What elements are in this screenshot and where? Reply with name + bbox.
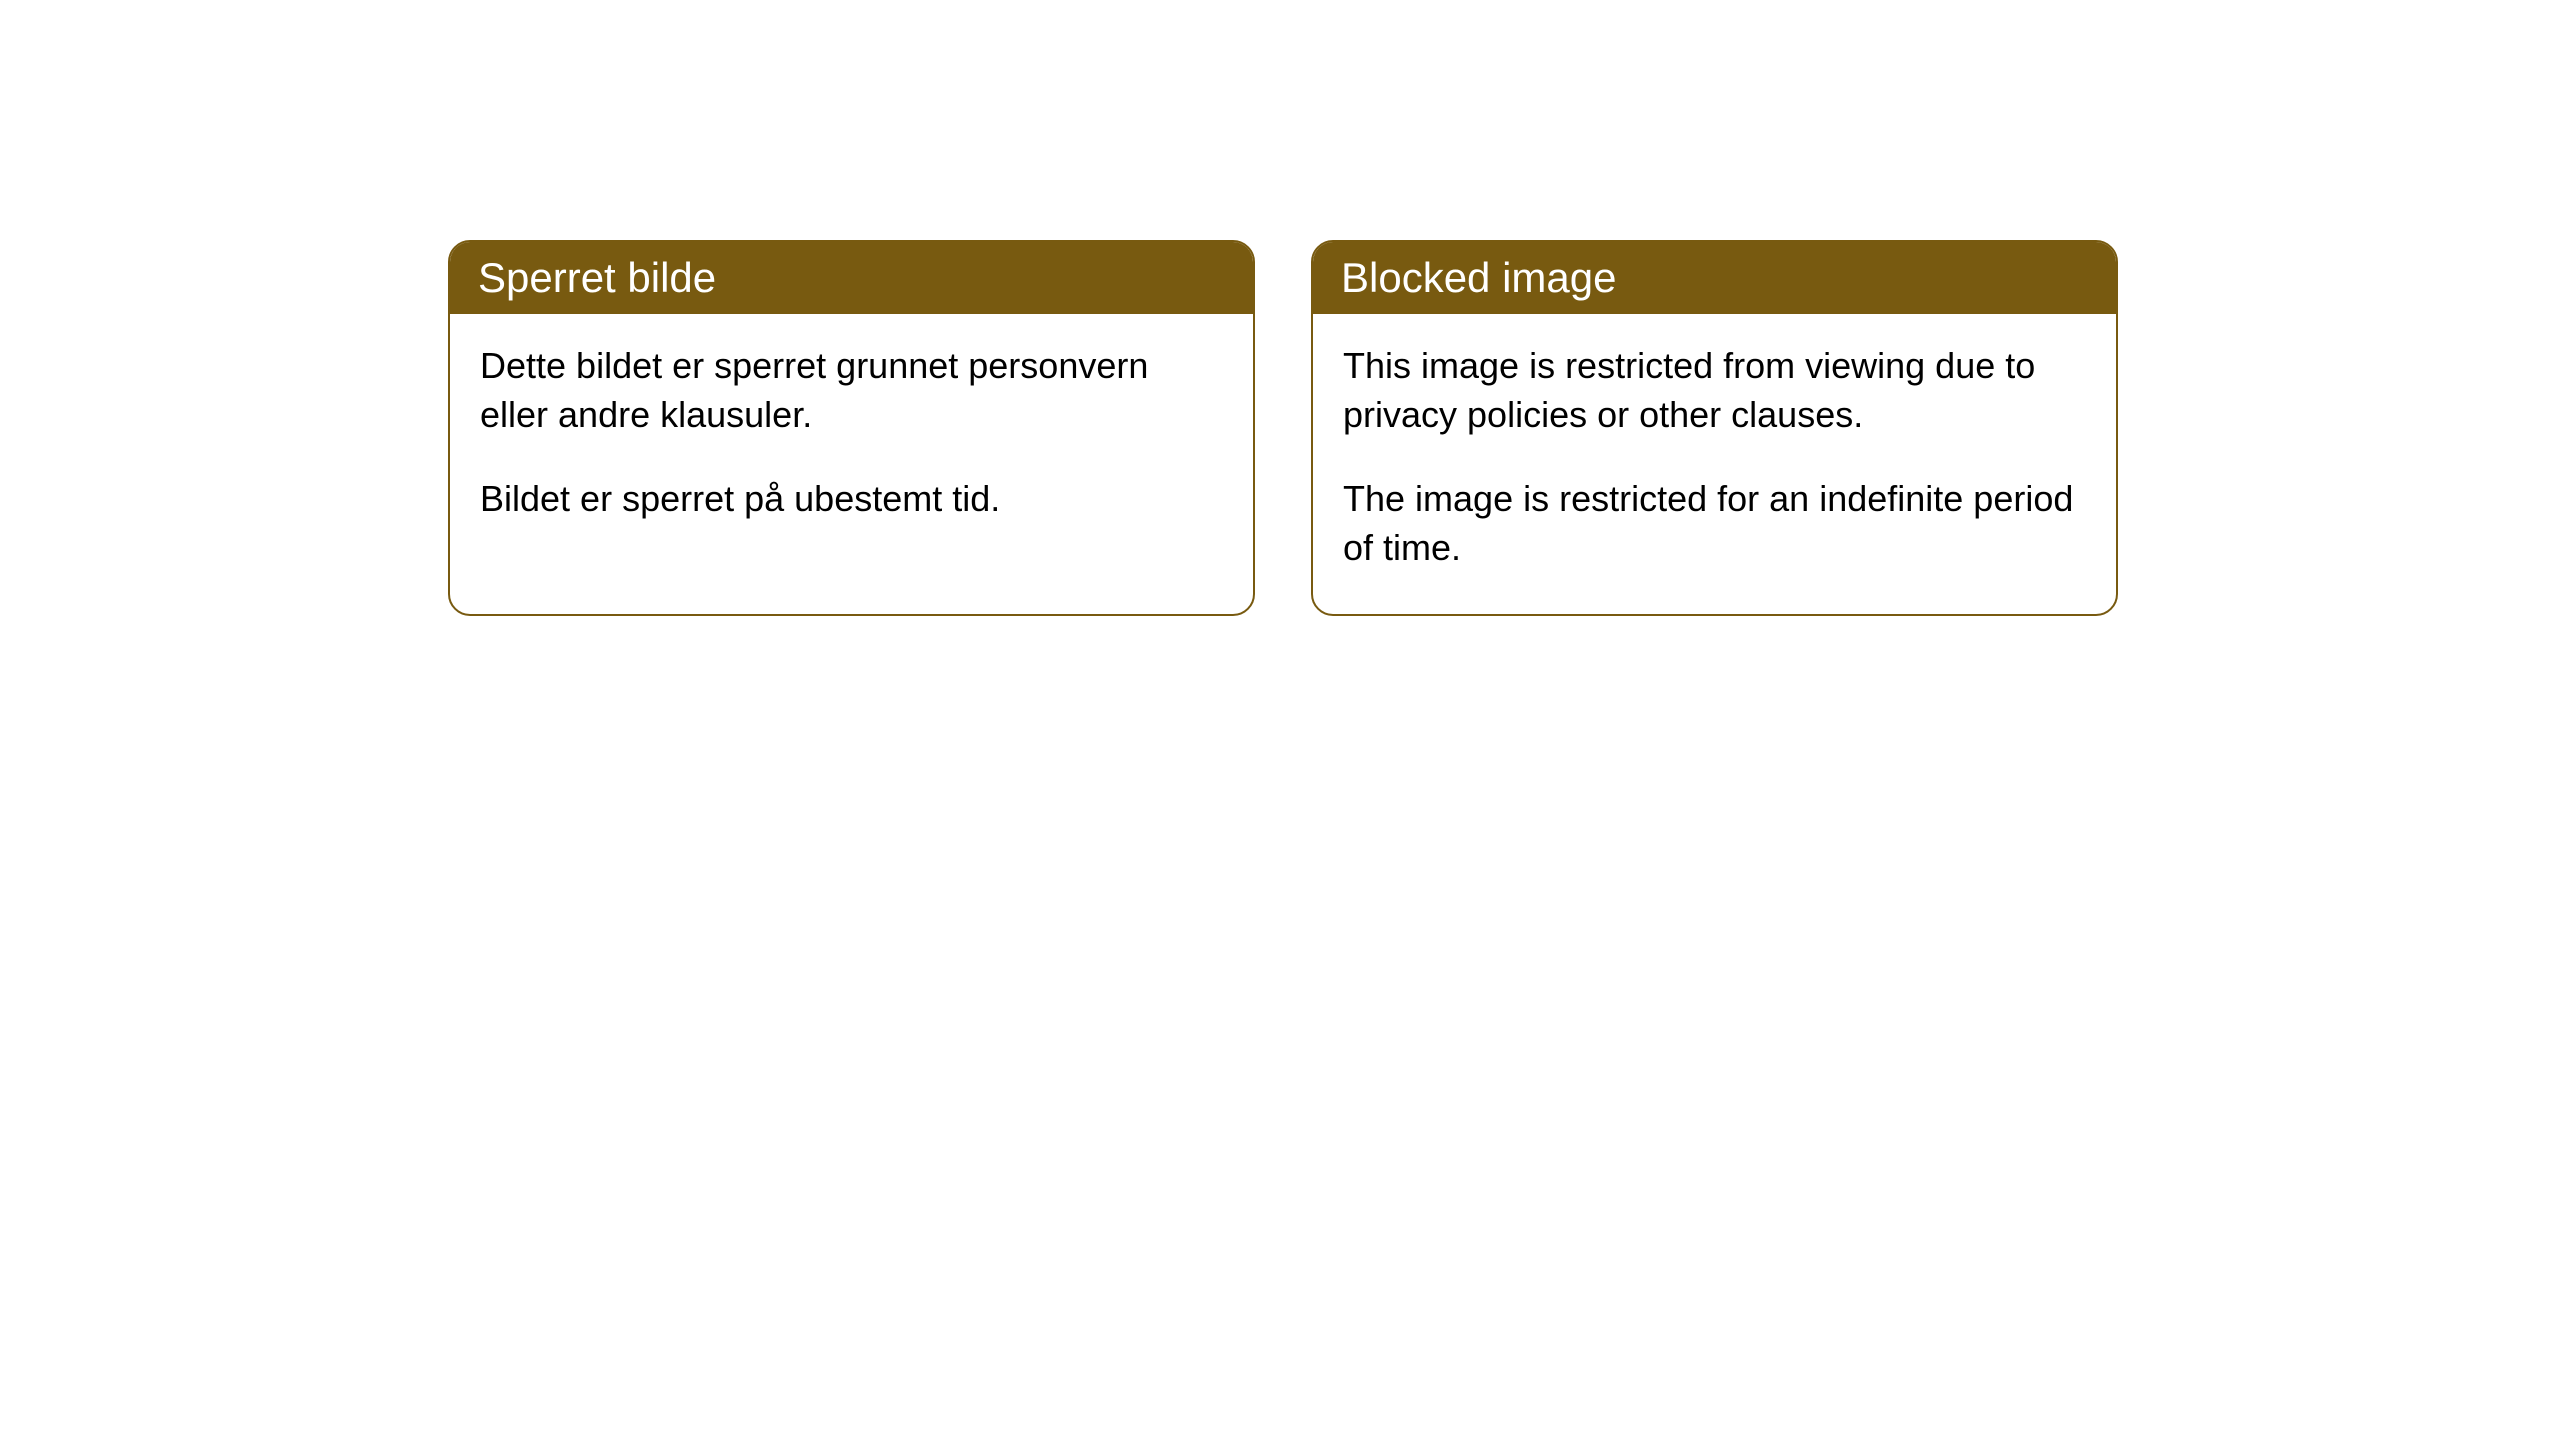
blocked-image-card-norwegian: Sperret bilde Dette bildet er sperret gr… (448, 240, 1255, 616)
card-header: Blocked image (1313, 242, 2116, 314)
card-body: This image is restricted from viewing du… (1313, 314, 2116, 614)
card-paragraph: The image is restricted for an indefinit… (1343, 475, 2086, 572)
card-body: Dette bildet er sperret grunnet personve… (450, 314, 1253, 566)
card-paragraph: Dette bildet er sperret grunnet personve… (480, 342, 1223, 439)
card-paragraph: This image is restricted from viewing du… (1343, 342, 2086, 439)
card-paragraph: Bildet er sperret på ubestemt tid. (480, 475, 1223, 524)
card-header: Sperret bilde (450, 242, 1253, 314)
notice-container: Sperret bilde Dette bildet er sperret gr… (0, 0, 2560, 616)
blocked-image-card-english: Blocked image This image is restricted f… (1311, 240, 2118, 616)
